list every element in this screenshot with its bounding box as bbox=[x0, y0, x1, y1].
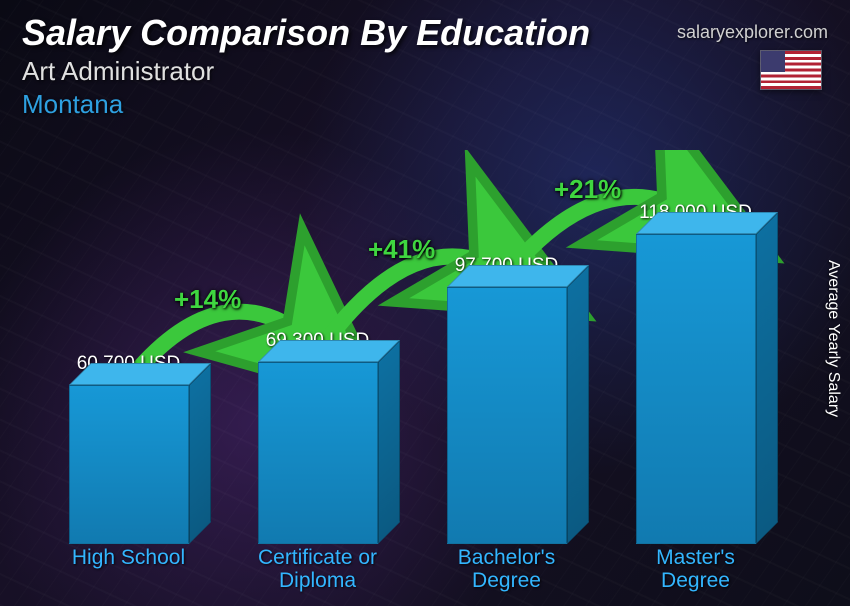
chart-title: Salary Comparison By Education bbox=[22, 12, 590, 54]
category-label-2: Bachelor'sDegree bbox=[412, 544, 601, 590]
category-label-3: Master'sDegree bbox=[601, 544, 790, 590]
title-block: Salary Comparison By Education Art Admin… bbox=[22, 12, 590, 120]
infographic-container: Salary Comparison By Education Art Admin… bbox=[0, 0, 850, 606]
bar-slot-2: 97,700 USD bbox=[412, 255, 601, 544]
bar-2 bbox=[447, 287, 567, 544]
bar-slot-0: 60,700 USD bbox=[34, 353, 223, 544]
chart-subtitle: Art Administrator bbox=[22, 56, 590, 87]
bar-1 bbox=[258, 362, 378, 544]
bar-slot-1: 69,300 USD bbox=[223, 330, 412, 544]
chart-location: Montana bbox=[22, 89, 590, 120]
bar-3 bbox=[636, 234, 756, 544]
brand-label: salaryexplorer.com bbox=[677, 22, 828, 43]
category-label-0: High School bbox=[34, 544, 223, 590]
us-flag-icon bbox=[760, 50, 822, 90]
y-axis-label: Average Yearly Salary bbox=[824, 260, 842, 417]
categories-row: High SchoolCertificate orDiplomaBachelor… bbox=[34, 544, 790, 590]
chart-area: +14% +41% +21% 60,700 USD69,300 USD97,70… bbox=[34, 150, 790, 590]
bars-row: 60,700 USD69,300 USD97,700 USD118,000 US… bbox=[34, 150, 790, 544]
bar-slot-3: 118,000 USD bbox=[601, 202, 790, 544]
category-label-1: Certificate orDiploma bbox=[223, 544, 412, 590]
bar-0 bbox=[69, 385, 189, 544]
